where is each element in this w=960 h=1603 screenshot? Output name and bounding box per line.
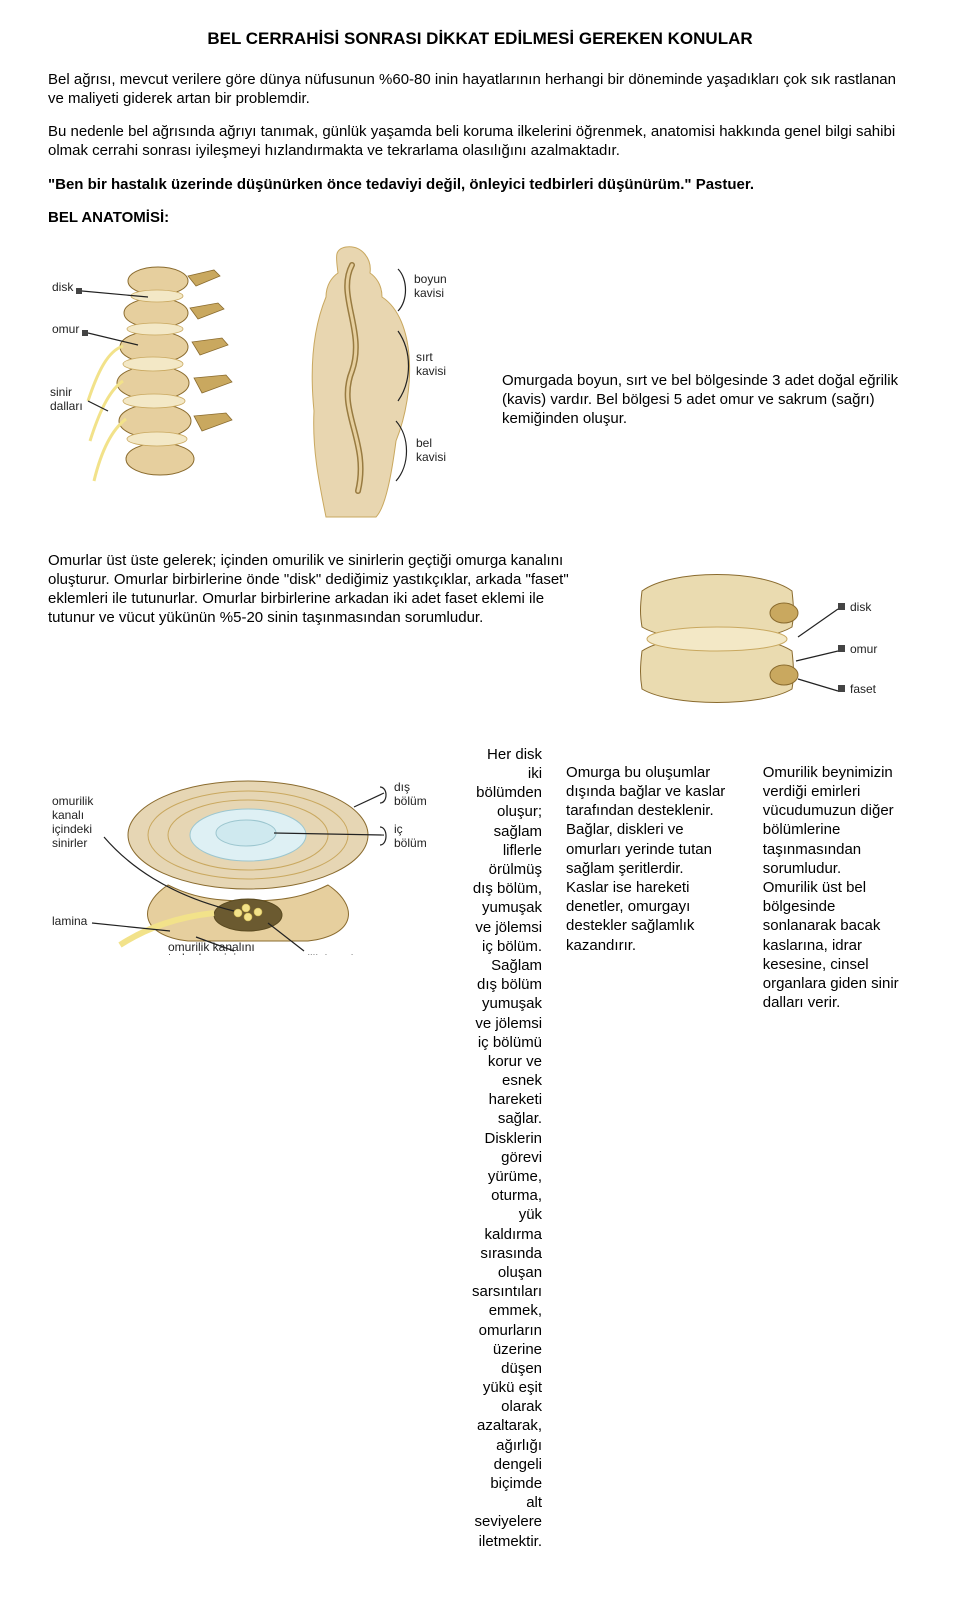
svg-text:bölüm: bölüm bbox=[394, 836, 427, 850]
svg-text:kavisi: kavisi bbox=[416, 364, 446, 378]
spine-para: Omurgada boyun, sırt ve bel bölgesinde 3… bbox=[502, 241, 912, 429]
svg-text:iç: iç bbox=[394, 822, 403, 836]
svg-text:faset: faset bbox=[850, 682, 877, 696]
vert-para: Omurlar üst üste gelerek; içinden omuril… bbox=[48, 551, 588, 628]
intro-para-2: Bu nedenle bel ağrısında ağrıyı tanımak,… bbox=[48, 122, 912, 160]
figure-3-row: omurilik kanalı içindeki sinirler lamina… bbox=[48, 745, 912, 1551]
svg-text:disk: disk bbox=[52, 280, 74, 294]
svg-text:bölüm: bölüm bbox=[394, 794, 427, 808]
last-para: Omurilik beynimizin verdiği emirleri vüc… bbox=[763, 763, 912, 1012]
figure-vertebra: disk omur faset bbox=[612, 551, 912, 721]
svg-text:omur: omur bbox=[52, 322, 79, 336]
figure-spine: disk omur sinir dalları boyun bbox=[48, 241, 478, 521]
svg-text:omur: omur bbox=[850, 642, 877, 656]
svg-text:omurilik: omurilik bbox=[52, 794, 94, 808]
svg-text:terkeden sinir: terkeden sinir bbox=[168, 951, 240, 955]
svg-text:sinirler: sinirler bbox=[52, 836, 87, 850]
after-para-1: Omurga bu oluşumlar dışında bağlar ve ka… bbox=[566, 763, 739, 955]
page-title: BEL CERRAHİSİ SONRASI DİKKAT EDİLMESİ GE… bbox=[48, 28, 912, 50]
figure-1-row: disk omur sinir dalları boyun bbox=[48, 241, 912, 521]
svg-text:omurilik kanalı: omurilik kanalı bbox=[280, 952, 357, 955]
anatomy-heading: BEL ANATOMİSİ: bbox=[48, 208, 912, 227]
svg-text:bel: bel bbox=[416, 436, 432, 450]
svg-text:boyun: boyun bbox=[414, 272, 447, 286]
svg-text:kanalı: kanalı bbox=[52, 808, 84, 822]
svg-text:dalları: dalları bbox=[50, 399, 83, 413]
quote: "Ben bir hastalık üzerinde düşünürken ön… bbox=[48, 175, 912, 194]
svg-text:kavisi: kavisi bbox=[414, 286, 444, 300]
svg-text:disk: disk bbox=[850, 600, 872, 614]
svg-text:kavisi: kavisi bbox=[416, 450, 446, 464]
svg-text:dış: dış bbox=[394, 780, 410, 794]
svg-text:lamina: lamina bbox=[52, 914, 88, 928]
figure-2-row: Omurlar üst üste gelerek; içinden omuril… bbox=[48, 551, 912, 721]
svg-text:sinir: sinir bbox=[50, 385, 72, 399]
intro-para-1: Bel ağrısı, mevcut verilere göre dünya n… bbox=[48, 70, 912, 108]
svg-text:içindeki: içindeki bbox=[52, 822, 92, 836]
figure-disc: omurilik kanalı içindeki sinirler lamina… bbox=[48, 745, 448, 955]
svg-text:sırt: sırt bbox=[416, 350, 433, 364]
disc-para: Her disk iki bölümden oluşur; sağlam lif… bbox=[472, 745, 542, 1551]
